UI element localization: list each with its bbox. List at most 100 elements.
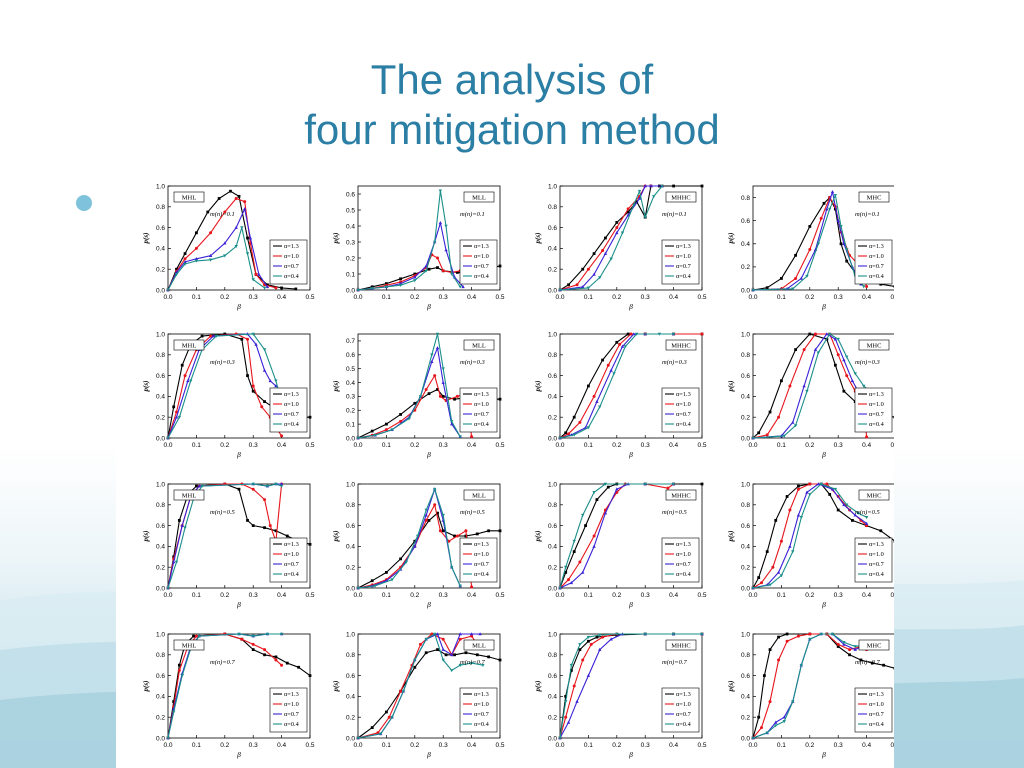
x-tick-label: 0.0 <box>748 742 757 749</box>
x-tick-label: 0.0 <box>555 294 564 301</box>
data-point <box>254 272 258 276</box>
series-line-4 <box>357 488 461 589</box>
data-point <box>441 647 445 651</box>
legend-box <box>854 537 893 583</box>
data-point <box>208 258 213 262</box>
data-point <box>606 485 610 489</box>
method-label: MHHC <box>671 493 691 500</box>
data-point <box>197 484 201 488</box>
legend-label: α=0.4 <box>869 571 885 578</box>
data-point <box>475 653 479 657</box>
data-point <box>572 684 576 688</box>
data-point <box>791 420 795 424</box>
data-point <box>587 639 590 643</box>
data-point <box>279 632 284 636</box>
data-point <box>413 279 417 283</box>
y-tick-label: 0.4 <box>548 544 557 551</box>
y-tick-label: 1.0 <box>156 331 165 338</box>
legend-label: α=1.0 <box>284 253 299 260</box>
data-point <box>833 487 838 491</box>
data-point <box>240 226 244 230</box>
data-point <box>592 252 596 255</box>
data-point <box>865 285 869 289</box>
data-point <box>487 655 491 659</box>
x-tick-label: 0.5 <box>305 592 314 599</box>
data-point <box>757 576 761 579</box>
series-line-4 <box>357 190 461 291</box>
data-point <box>450 565 454 569</box>
data-point <box>572 539 576 543</box>
x-tick-label: 0.2 <box>220 592 229 599</box>
y-tick-label: 1.0 <box>548 331 557 338</box>
method-label-box <box>665 191 697 203</box>
y-tick-label: 0.0 <box>741 735 750 742</box>
data-point <box>601 358 604 362</box>
data-point <box>572 415 576 419</box>
y-tick-label: 1.0 <box>346 481 355 488</box>
x-tick-label: 0.1 <box>382 592 391 599</box>
data-point <box>413 658 417 662</box>
y-tick-label: 0.2 <box>346 565 355 572</box>
data-point <box>830 189 835 194</box>
legend-label: α=1.0 <box>474 551 489 558</box>
data-point <box>785 495 789 498</box>
data-point <box>458 637 462 641</box>
x-axis-label: β <box>628 600 633 609</box>
y-tick-label: 0.2 <box>346 715 355 722</box>
method-label: MLL <box>472 643 486 650</box>
y-tick-label: 0.1 <box>346 271 355 278</box>
method-label: MHL <box>182 493 196 500</box>
y-tick-label: 0.8 <box>346 502 355 509</box>
data-point <box>558 288 562 292</box>
x-tick-label: 0.0 <box>353 742 362 749</box>
y-tick-label: 0.2 <box>548 715 557 722</box>
legend-label: α=1.0 <box>284 401 299 408</box>
data-point <box>598 276 602 280</box>
legend-label: α=1.0 <box>676 701 691 708</box>
data-point <box>279 482 284 486</box>
x-axis-label: β <box>821 600 826 609</box>
data-point <box>700 184 704 188</box>
y-tick-label: 0.4 <box>741 394 750 401</box>
y-axis-label: p(s) <box>534 381 542 393</box>
plot-frame <box>357 333 501 439</box>
data-point <box>791 287 795 291</box>
x-tick-label: 0.2 <box>612 742 621 749</box>
method-label: MHL <box>182 343 196 350</box>
series-line-2 <box>167 197 277 291</box>
data-point <box>211 334 216 338</box>
slide-title-line-2: four mitigation method <box>304 106 720 153</box>
data-point <box>595 498 599 501</box>
data-point <box>845 259 849 263</box>
y-tick-label: 0.1 <box>346 421 355 428</box>
data-point <box>575 699 579 703</box>
data-point <box>192 634 195 638</box>
x-tick-label: 0.3 <box>439 442 448 449</box>
data-point <box>882 663 886 667</box>
y-tick-label: 0.4 <box>346 380 355 387</box>
data-point <box>177 668 181 672</box>
data-point <box>603 251 608 255</box>
data-point <box>569 581 574 585</box>
legend-label: α=0.4 <box>676 273 692 280</box>
x-tick-label: 0.4 <box>862 442 871 449</box>
data-point <box>166 288 170 292</box>
chart-panel: 0.0 0.1 0.2 0.3 0.4 0.5 0.0 0.2 0.4 0.6 0.8 1.0 β p(s… <box>534 481 707 609</box>
y-axis-label: p(s) <box>142 381 150 393</box>
data-point <box>475 532 479 536</box>
legend-label: α=1.0 <box>284 701 299 708</box>
data-point <box>609 637 613 641</box>
y-tick-label: 0.6 <box>741 218 750 225</box>
data-point <box>819 482 823 486</box>
data-point <box>245 252 250 256</box>
data-point <box>771 565 775 569</box>
y-axis-label: p(s) <box>727 681 735 693</box>
legend-label: α=0.7 <box>869 711 884 718</box>
data-point <box>262 368 267 372</box>
data-point <box>234 245 238 249</box>
x-tick-label: 0.5 <box>697 592 706 599</box>
chart-panel: 0.0 0.1 0.2 0.3 0.4 0.5 0.0 0.1 0.2 0.3 0.4 0.5 0.6 β… <box>332 185 505 311</box>
m-n-label: m(n)=0.7 <box>210 659 236 666</box>
data-point <box>870 661 874 665</box>
data-point <box>751 288 755 292</box>
